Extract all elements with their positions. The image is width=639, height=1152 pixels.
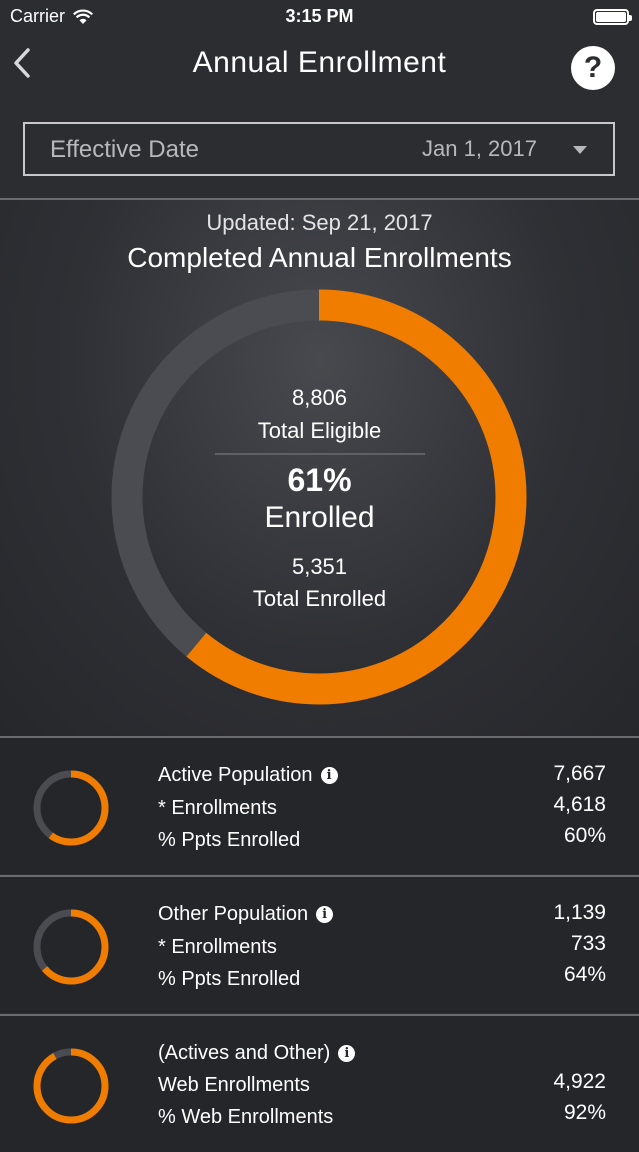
row-line3-value: 60% — [563, 824, 606, 847]
back-button[interactable] — [8, 44, 42, 84]
page-title: Annual Enrollment — [192, 46, 447, 79]
info-circle-icon[interactable]: i — [338, 1045, 356, 1062]
battery-icon — [593, 9, 632, 25]
effective-date-label: Effective Date — [50, 136, 199, 163]
row-title-text: Active Population — [158, 764, 313, 786]
mini-donut-arc — [33, 909, 109, 985]
row-line3-value: 64% — [563, 963, 606, 986]
chevron-left-icon — [14, 48, 30, 78]
total-enrolled-label: Total Enrolled — [252, 586, 387, 611]
row-title: Active Population i — [158, 764, 338, 787]
effective-date-value: Jan 1, 2017 — [422, 136, 537, 161]
row-line2-label: * Enrollments — [158, 797, 277, 819]
enrolled-percent: 61% — [287, 462, 352, 498]
row-line2-value: 4,618 — [553, 793, 606, 816]
question-circle-icon: ? — [583, 51, 603, 84]
divider — [0, 1014, 639, 1016]
info-circle-icon[interactable]: i — [320, 767, 338, 784]
carrier-label: Carrier — [10, 6, 66, 26]
row-title: Other Population i — [158, 903, 334, 926]
row-title-text: Other Population — [158, 903, 309, 925]
divider — [0, 875, 639, 877]
row-line2-label: * Enrollments — [158, 936, 277, 958]
population-row-web[interactable]: (Actives and Other) i Web Enrollments % W… — [0, 1016, 639, 1152]
wifi-icon — [73, 9, 93, 24]
help-button[interactable]: ? — [571, 46, 615, 90]
mini-donut-chart — [33, 909, 109, 985]
status-left: Carrier — [10, 6, 93, 27]
row-title-value: 1,139 — [553, 901, 606, 924]
donut-progress-arc — [111, 289, 527, 705]
mini-donut-arc — [33, 1048, 109, 1124]
row-title-text: (Actives and Other) — [158, 1042, 331, 1064]
row-line3-label: % Web Enrollments — [158, 1106, 334, 1128]
summary-title: Completed Annual Enrollments — [127, 242, 512, 273]
enrollment-donut-chart — [111, 289, 527, 705]
row-title: (Actives and Other) i — [158, 1042, 356, 1065]
row-title-value: 7,667 — [553, 762, 606, 785]
status-time: 3:15 PM — [285, 6, 354, 26]
row-line2-label: Web Enrollments — [158, 1074, 310, 1096]
population-row-other[interactable]: Other Population i * Enrollments % Ppts E… — [0, 877, 639, 1013]
mini-donut-arc — [33, 770, 109, 846]
enrollment-summary: Updated: Sep 21, 2017 Completed Annual E… — [0, 200, 639, 736]
mini-donut-chart — [33, 770, 109, 846]
row-line2-value: 4,922 — [553, 1070, 606, 1093]
row-line3-label: % Ppts Enrolled — [158, 968, 301, 990]
navigation-bar: Annual Enrollment ? — [0, 34, 639, 98]
population-row-active[interactable]: Active Population i * Enrollments % Ppts … — [0, 738, 639, 874]
caret-down-icon — [573, 146, 587, 154]
mini-donut-chart — [33, 1048, 109, 1124]
total-eligible-label: Total Eligible — [257, 418, 382, 443]
updated-date: Updated: Sep 21, 2017 — [206, 210, 433, 235]
info-circle-icon[interactable]: i — [316, 906, 334, 923]
row-line2-value: 733 — [570, 932, 606, 955]
enrolled-label: Enrolled — [264, 501, 375, 534]
effective-date-dropdown[interactable]: Effective Date Jan 1, 2017 — [23, 122, 615, 176]
divider — [0, 736, 639, 738]
row-line3-value: 92% — [563, 1101, 606, 1124]
total-enrolled-value: 5,351 — [291, 554, 348, 579]
status-bar: Carrier 3:15 PM — [0, 0, 639, 34]
center-divider — [215, 453, 425, 455]
row-line3-label: % Ppts Enrolled — [158, 829, 301, 851]
total-eligible-value: 8,806 — [291, 385, 348, 410]
divider — [0, 198, 639, 200]
